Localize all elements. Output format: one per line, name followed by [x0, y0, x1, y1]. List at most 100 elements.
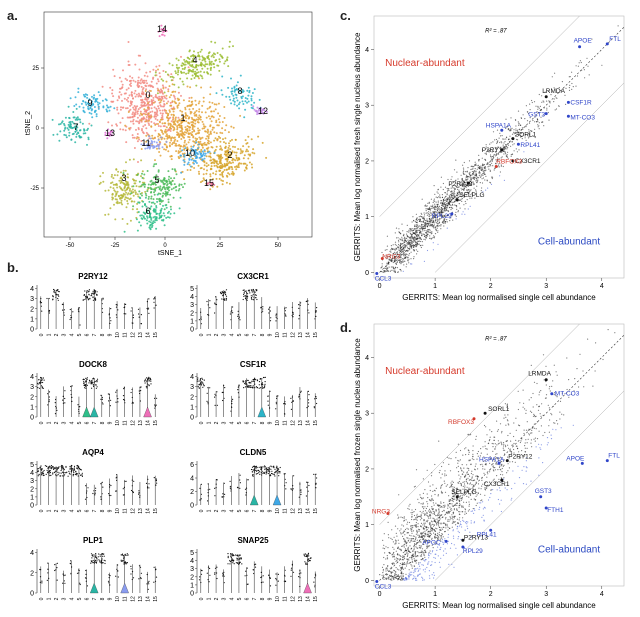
violin-xtick: 15 — [153, 420, 159, 426]
violin-xtick: 4 — [69, 509, 75, 512]
violin-ytick: 0 — [190, 327, 194, 334]
violin-xtick: 3 — [62, 597, 68, 600]
tsne-cluster-9 — [69, 87, 116, 119]
gene-label-cx3cr1: CX3CR1 — [484, 481, 510, 488]
violin-xtick: 9 — [267, 421, 273, 424]
violin-ytick: 0 — [190, 415, 194, 422]
violin-xtick: 9 — [267, 509, 273, 512]
violin-xtick: 7 — [252, 333, 258, 336]
violin-ytick: 0 — [30, 591, 34, 598]
tsne-cluster-13 — [104, 128, 114, 140]
scatter-xtick: 2 — [489, 283, 493, 290]
violin-ytick: 4 — [190, 374, 194, 381]
violin-xtick: 4 — [229, 421, 235, 424]
tsne-cluster-label-8: 8 — [237, 86, 242, 96]
violin-xtick: 6 — [245, 421, 251, 424]
violin-xtick: 2 — [214, 333, 220, 336]
violin-xtick: 6 — [245, 509, 251, 512]
violin-ytick: 4 — [30, 550, 34, 557]
violin-ytick: 2 — [30, 394, 34, 401]
tsne-cluster-label-1: 1 — [180, 113, 185, 123]
scatter-xtick: 3 — [544, 283, 548, 290]
r-squared-label: R² = .87 — [485, 29, 507, 35]
violin-xtick: 13 — [138, 420, 144, 426]
violin-ytick: 3 — [30, 296, 34, 303]
violin-xtick: 12 — [130, 596, 136, 602]
violin-xtick: 0 — [199, 333, 205, 336]
violin-xtick: 10 — [275, 332, 281, 338]
violin-ytick: 4 — [190, 476, 194, 483]
violin-xtick: 5 — [77, 597, 83, 600]
tsne-cluster-label-11: 11 — [141, 138, 150, 148]
scatter-xtick: 4 — [600, 591, 604, 598]
violin-ytick: 4 — [30, 374, 34, 381]
gene-label-lrmda: LRMDA — [542, 88, 565, 95]
violin-ytick: 4 — [30, 470, 34, 477]
violin-ytick: 1 — [30, 316, 34, 323]
tsne-cluster-label-7: 7 — [73, 122, 78, 132]
violin-xtick: 6 — [85, 421, 91, 424]
violin-xtick: 1 — [206, 597, 212, 600]
violin-xtick: 11 — [283, 596, 289, 601]
violin-title: PLP1 — [83, 536, 104, 545]
violin-xtick: 13 — [138, 332, 144, 338]
violin-title: SNAP25 — [237, 536, 269, 545]
tsne-cluster-label-4: 4 — [192, 55, 197, 65]
violin-xtick: 13 — [138, 596, 144, 602]
violin-ytick: 1 — [30, 494, 34, 501]
violin-xtick: 7 — [252, 421, 258, 424]
tsne-cluster-label-6: 6 — [145, 206, 150, 216]
violin-xtick: 14 — [146, 596, 152, 602]
violin-xtick: 9 — [107, 597, 113, 600]
tsne-ytick: 25 — [32, 66, 39, 72]
gene-label-p2ry13: P2RY13 — [464, 534, 488, 541]
gene-label-hspa1a: HSPA1A — [486, 122, 512, 129]
violin-xtick: 5 — [237, 509, 243, 512]
gene-label-p2ry13: P2RY13 — [448, 181, 472, 188]
tsne-xtick: 25 — [217, 243, 224, 249]
violin-xtick: 1 — [206, 421, 212, 424]
scatter-xtick: 2 — [489, 591, 493, 598]
gene-label-nrg3: NRG3 — [382, 254, 400, 261]
violin-ytick: 0 — [30, 503, 34, 510]
scatter-ytick: 4 — [365, 47, 369, 54]
tsne-cluster-6 — [123, 193, 182, 233]
panel-label-b: b. — [7, 260, 19, 275]
violin-xtick: 12 — [290, 420, 296, 426]
nuclear-abundant-label: Nuclear-abundant — [385, 366, 465, 377]
tsne-cluster-label-5: 5 — [154, 175, 159, 185]
violin-xtick: 10 — [115, 508, 121, 514]
gene-label-p2ry12: P2RY12 — [508, 454, 532, 461]
scatter-ytick: 0 — [365, 578, 369, 585]
violin-xtick: 14 — [146, 420, 152, 426]
gene-label-apoe: APOE — [574, 38, 593, 45]
gene-label-mt-co3: MT-CO3 — [555, 391, 580, 398]
tsne-xtick: -25 — [111, 243, 120, 249]
violin-xtick: 10 — [275, 420, 281, 426]
violin-xtick: 9 — [267, 597, 273, 600]
violin-xtick: 0 — [199, 509, 205, 512]
cell-abundant-label: Cell-abundant — [538, 237, 600, 248]
violin-xtick: 11 — [123, 596, 129, 601]
violin-xtick: 7 — [92, 509, 98, 512]
scatter-points — [379, 329, 616, 581]
violin-xtick: 2 — [54, 421, 60, 424]
violin-ytick: 2 — [190, 489, 194, 496]
gene-label-apoc: APOC — [422, 539, 441, 546]
violin-xtick: 8 — [260, 597, 266, 600]
tsne-xtick: 0 — [163, 243, 167, 249]
violin-xtick: 0 — [39, 597, 45, 600]
gene-label-rpl41: RPL41 — [477, 531, 497, 538]
violin-ytick: 3 — [30, 478, 34, 485]
violin-xtick: 5 — [77, 333, 83, 336]
violin-ytick: 6 — [190, 462, 194, 469]
violin-xtick: 1 — [206, 509, 212, 512]
violin-xtick: 9 — [107, 421, 113, 424]
violin-xtick: 4 — [69, 333, 75, 336]
nuclear-abundant-label: Nuclear-abundant — [385, 58, 465, 69]
gene-label-rpl41: RPL41 — [520, 142, 540, 149]
violin-xtick: 7 — [252, 597, 258, 600]
